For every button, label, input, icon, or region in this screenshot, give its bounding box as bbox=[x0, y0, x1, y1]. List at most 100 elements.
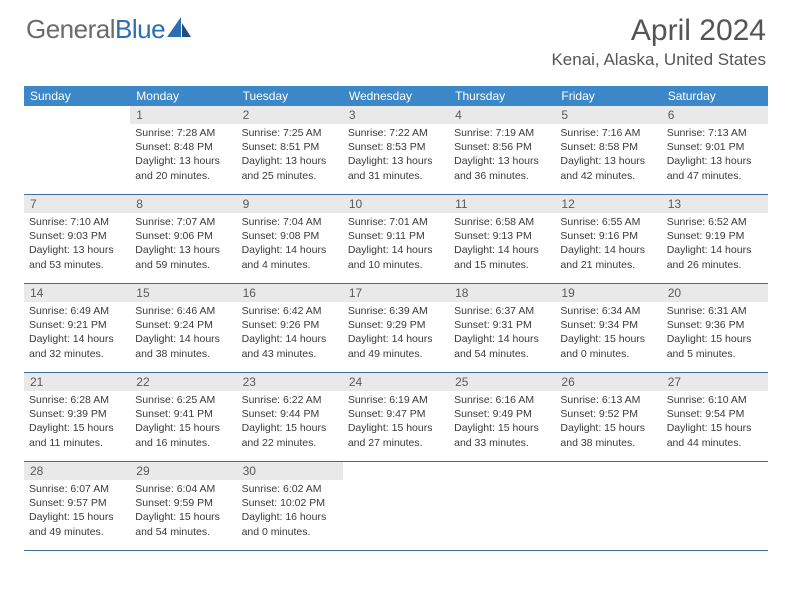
day-body: Sunrise: 7:28 AMSunset: 8:48 PMDaylight:… bbox=[130, 124, 236, 187]
day-line: Sunset: 9:19 PM bbox=[667, 229, 763, 243]
day-line: and 36 minutes. bbox=[454, 169, 550, 183]
day-line: Sunset: 10:02 PM bbox=[242, 496, 338, 510]
day-body: Sunrise: 7:19 AMSunset: 8:56 PMDaylight:… bbox=[449, 124, 555, 187]
day-line: Daylight: 15 hours bbox=[135, 421, 231, 435]
day-line: Sunset: 9:24 PM bbox=[135, 318, 231, 332]
day-line: Sunrise: 6:04 AM bbox=[135, 482, 231, 496]
day-number: 27 bbox=[662, 373, 768, 391]
day-line: Sunset: 8:58 PM bbox=[560, 140, 656, 154]
day-line: Sunset: 8:53 PM bbox=[348, 140, 444, 154]
day-number: 30 bbox=[237, 462, 343, 480]
day-number: 14 bbox=[24, 284, 130, 302]
day-number: 25 bbox=[449, 373, 555, 391]
day-header: Saturday bbox=[662, 86, 768, 106]
day-line: Sunrise: 7:16 AM bbox=[560, 126, 656, 140]
day-body: Sunrise: 6:49 AMSunset: 9:21 PMDaylight:… bbox=[24, 302, 130, 365]
day-cell: 27Sunrise: 6:10 AMSunset: 9:54 PMDayligh… bbox=[662, 373, 768, 461]
day-line: Sunrise: 6:28 AM bbox=[29, 393, 125, 407]
day-line: Daylight: 15 hours bbox=[135, 510, 231, 524]
day-cell: 11Sunrise: 6:58 AMSunset: 9:13 PMDayligh… bbox=[449, 195, 555, 283]
day-line: Daylight: 14 hours bbox=[454, 332, 550, 346]
day-body: Sunrise: 6:31 AMSunset: 9:36 PMDaylight:… bbox=[662, 302, 768, 365]
day-number: 8 bbox=[130, 195, 236, 213]
logo-text: GeneralBlue bbox=[26, 14, 165, 45]
day-body: Sunrise: 7:07 AMSunset: 9:06 PMDaylight:… bbox=[130, 213, 236, 276]
day-line: and 5 minutes. bbox=[667, 347, 763, 361]
weeks-container: 1Sunrise: 7:28 AMSunset: 8:48 PMDaylight… bbox=[24, 106, 768, 551]
day-line: and 10 minutes. bbox=[348, 258, 444, 272]
day-cell bbox=[449, 462, 555, 550]
day-line: Sunset: 9:36 PM bbox=[667, 318, 763, 332]
day-line: Daylight: 15 hours bbox=[454, 421, 550, 435]
day-line: Daylight: 15 hours bbox=[242, 421, 338, 435]
day-line: Sunrise: 6:22 AM bbox=[242, 393, 338, 407]
day-line: Daylight: 13 hours bbox=[135, 243, 231, 257]
day-line: Sunrise: 7:22 AM bbox=[348, 126, 444, 140]
day-cell: 2Sunrise: 7:25 AMSunset: 8:51 PMDaylight… bbox=[237, 106, 343, 194]
day-header: Monday bbox=[130, 86, 236, 106]
day-line: Daylight: 15 hours bbox=[29, 510, 125, 524]
day-cell: 3Sunrise: 7:22 AMSunset: 8:53 PMDaylight… bbox=[343, 106, 449, 194]
day-cell: 20Sunrise: 6:31 AMSunset: 9:36 PMDayligh… bbox=[662, 284, 768, 372]
day-number: 6 bbox=[662, 106, 768, 124]
day-line: and 4 minutes. bbox=[242, 258, 338, 272]
day-line: Sunrise: 6:07 AM bbox=[29, 482, 125, 496]
day-body: Sunrise: 6:46 AMSunset: 9:24 PMDaylight:… bbox=[130, 302, 236, 365]
day-number: 4 bbox=[449, 106, 555, 124]
location-text: Kenai, Alaska, United States bbox=[551, 50, 766, 70]
day-line: Sunset: 8:51 PM bbox=[242, 140, 338, 154]
day-cell bbox=[343, 462, 449, 550]
day-line: Daylight: 14 hours bbox=[135, 332, 231, 346]
day-line: Sunrise: 6:16 AM bbox=[454, 393, 550, 407]
day-cell: 13Sunrise: 6:52 AMSunset: 9:19 PMDayligh… bbox=[662, 195, 768, 283]
day-cell: 9Sunrise: 7:04 AMSunset: 9:08 PMDaylight… bbox=[237, 195, 343, 283]
month-title: April 2024 bbox=[551, 14, 766, 48]
day-line: Sunset: 9:13 PM bbox=[454, 229, 550, 243]
day-body: Sunrise: 6:55 AMSunset: 9:16 PMDaylight:… bbox=[555, 213, 661, 276]
day-line: Daylight: 13 hours bbox=[454, 154, 550, 168]
day-line: Daylight: 14 hours bbox=[348, 243, 444, 257]
day-cell: 19Sunrise: 6:34 AMSunset: 9:34 PMDayligh… bbox=[555, 284, 661, 372]
day-number: 20 bbox=[662, 284, 768, 302]
day-body: Sunrise: 6:52 AMSunset: 9:19 PMDaylight:… bbox=[662, 213, 768, 276]
day-body: Sunrise: 6:42 AMSunset: 9:26 PMDaylight:… bbox=[237, 302, 343, 365]
day-line: Sunset: 9:26 PM bbox=[242, 318, 338, 332]
day-body: Sunrise: 6:19 AMSunset: 9:47 PMDaylight:… bbox=[343, 391, 449, 454]
day-line: Sunrise: 7:19 AM bbox=[454, 126, 550, 140]
day-cell: 18Sunrise: 6:37 AMSunset: 9:31 PMDayligh… bbox=[449, 284, 555, 372]
day-body: Sunrise: 6:04 AMSunset: 9:59 PMDaylight:… bbox=[130, 480, 236, 543]
day-line: Sunset: 9:03 PM bbox=[29, 229, 125, 243]
day-line: Sunrise: 6:31 AM bbox=[667, 304, 763, 318]
day-number: 22 bbox=[130, 373, 236, 391]
day-line: and 59 minutes. bbox=[135, 258, 231, 272]
day-line: Sunset: 9:52 PM bbox=[560, 407, 656, 421]
day-line: Sunset: 9:29 PM bbox=[348, 318, 444, 332]
day-line: and 16 minutes. bbox=[135, 436, 231, 450]
day-body: Sunrise: 7:01 AMSunset: 9:11 PMDaylight:… bbox=[343, 213, 449, 276]
day-line: Sunrise: 6:46 AM bbox=[135, 304, 231, 318]
day-line: and 0 minutes. bbox=[242, 525, 338, 539]
day-line: Sunset: 9:49 PM bbox=[454, 407, 550, 421]
day-line: Daylight: 15 hours bbox=[560, 421, 656, 435]
calendar-grid: SundayMondayTuesdayWednesdayThursdayFrid… bbox=[24, 86, 768, 551]
day-line: Daylight: 15 hours bbox=[667, 332, 763, 346]
logo-text-general: General bbox=[26, 14, 115, 44]
day-line: Sunrise: 6:10 AM bbox=[667, 393, 763, 407]
week-row: 21Sunrise: 6:28 AMSunset: 9:39 PMDayligh… bbox=[24, 373, 768, 462]
day-cell: 4Sunrise: 7:19 AMSunset: 8:56 PMDaylight… bbox=[449, 106, 555, 194]
day-line: and 15 minutes. bbox=[454, 258, 550, 272]
day-body: Sunrise: 6:37 AMSunset: 9:31 PMDaylight:… bbox=[449, 302, 555, 365]
day-body: Sunrise: 6:28 AMSunset: 9:39 PMDaylight:… bbox=[24, 391, 130, 454]
day-line: Daylight: 15 hours bbox=[29, 421, 125, 435]
day-line: Sunset: 8:56 PM bbox=[454, 140, 550, 154]
day-line: Daylight: 13 hours bbox=[242, 154, 338, 168]
day-line: and 38 minutes. bbox=[135, 347, 231, 361]
day-body: Sunrise: 7:25 AMSunset: 8:51 PMDaylight:… bbox=[237, 124, 343, 187]
day-line: Daylight: 14 hours bbox=[454, 243, 550, 257]
day-line: Sunrise: 7:13 AM bbox=[667, 126, 763, 140]
day-line: Daylight: 16 hours bbox=[242, 510, 338, 524]
day-line: Daylight: 14 hours bbox=[242, 243, 338, 257]
day-line: and 47 minutes. bbox=[667, 169, 763, 183]
header: GeneralBlue April 2024 Kenai, Alaska, Un… bbox=[0, 0, 792, 76]
day-line: Sunset: 9:16 PM bbox=[560, 229, 656, 243]
